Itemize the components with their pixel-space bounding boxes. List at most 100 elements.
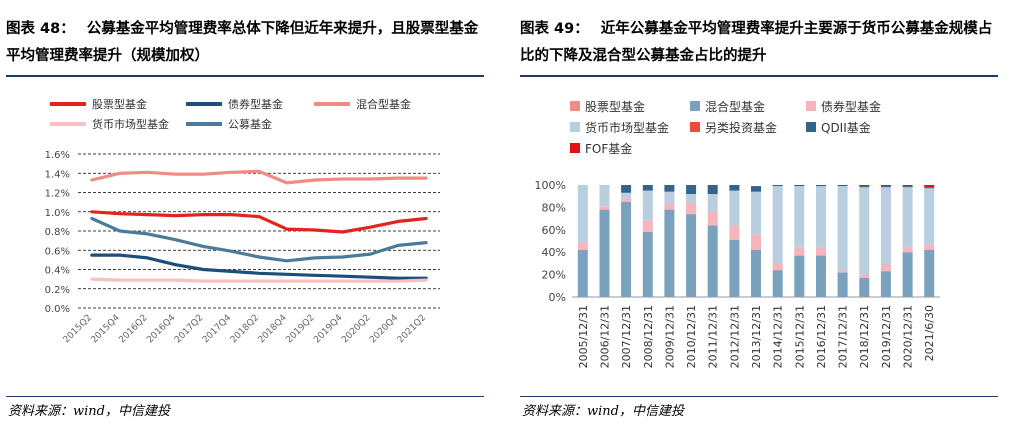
x-tick-label: 2016/12/31 <box>815 305 828 368</box>
bar-segment <box>902 252 913 297</box>
x-tick-label: 2019Q2 <box>284 313 316 345</box>
bar-segment <box>837 186 848 271</box>
x-tick-label: 2021Q2 <box>396 313 428 345</box>
right-figure-number: 图表 49： <box>520 21 589 37</box>
bar-segment <box>859 187 870 275</box>
x-tick-label: 2015Q2 <box>62 313 94 345</box>
series-line-0 <box>90 210 428 234</box>
legend-label-3: 货币市场型基金 <box>585 120 669 135</box>
bar-segment <box>707 211 718 226</box>
legend-label-2: 混合型基金 <box>356 97 411 111</box>
bar-segment <box>621 185 632 193</box>
bar-segment <box>772 186 783 264</box>
right-top-divider <box>520 75 998 77</box>
bar-segment <box>686 214 697 297</box>
legend-label-4: 另类投资基金 <box>705 120 777 135</box>
x-tick-label: 2019Q4 <box>312 313 345 346</box>
x-tick-label: 2015Q4 <box>90 313 123 346</box>
series-line-4 <box>90 216 428 263</box>
y-tick-label: 0.8% <box>45 227 70 238</box>
legend-swatch-4 <box>690 122 700 132</box>
x-tick-label: 2005/12/31 <box>577 305 590 368</box>
y-tick-label: 40% <box>542 246 566 259</box>
bar-segment <box>599 206 610 210</box>
y-tick-label: 60% <box>542 224 566 237</box>
series-line-1 <box>90 253 428 280</box>
y-tick-label: 1.6% <box>45 150 70 161</box>
legend-swatch-5 <box>806 122 816 132</box>
bar-segment <box>642 190 653 221</box>
left-figure-panel: 图表 48： 公募基金平均管理费率总体下降但近年来提升，且股票型基金平均管理费率提… <box>0 0 490 437</box>
bar-segment <box>599 185 610 207</box>
x-tick-label: 2018Q2 <box>229 313 261 345</box>
bar-segment <box>837 185 848 187</box>
bar-segment <box>664 209 675 297</box>
bar-segment <box>621 201 632 297</box>
bar-segment <box>880 264 891 272</box>
right-figure-title: 图表 49： 近年公募基金平均管理费率提升主要源于货币公募基金规模占比的下降及混合… <box>520 16 1000 70</box>
x-tick-label: 2016Q4 <box>145 313 178 346</box>
legend-label-0: 股票型基金 <box>92 97 147 111</box>
legend-label-3: 货币市场型基金 <box>92 117 169 131</box>
y-tick-label: 0% <box>549 291 566 304</box>
legend-label-0: 股票型基金 <box>585 99 645 114</box>
bar-segment <box>621 198 632 202</box>
legend-label-2: 债券型基金 <box>821 99 881 114</box>
bar-segment <box>751 250 761 297</box>
left-figure-caption: 公募基金平均管理费率总体下降但近年来提升，且股票型基金平均管理费率提升（规模加权… <box>6 21 479 64</box>
left-figure-title: 图表 48： 公募基金平均管理费率总体下降但近年来提升，且股票型基金平均管理费率提… <box>6 16 486 70</box>
bar-segment <box>729 225 740 240</box>
bar-segment <box>577 185 588 243</box>
legend-swatch-2 <box>806 101 816 111</box>
bar-segment <box>621 192 632 199</box>
bar-segment <box>707 225 718 297</box>
bar-segment <box>924 185 935 188</box>
bar-segment <box>794 186 805 248</box>
bar-segment <box>686 194 697 203</box>
bar-segment <box>772 185 783 187</box>
x-tick-label: 2017Q4 <box>201 313 234 346</box>
x-tick-label: 2018Q4 <box>257 313 290 346</box>
bar-segment <box>837 272 848 297</box>
x-tick-label: 2006/12/31 <box>598 305 611 368</box>
series-line-2 <box>90 169 428 185</box>
x-tick-label: 2008/12/31 <box>642 305 655 368</box>
x-tick-label: 2020Q4 <box>368 313 401 346</box>
left-top-divider <box>6 75 484 77</box>
bar-segment <box>772 270 783 297</box>
legend-swatch-3 <box>570 122 580 132</box>
bar-segment <box>816 247 826 256</box>
x-tick-label: 2019/12/31 <box>880 305 893 368</box>
legend-swatch-0 <box>570 101 580 111</box>
right-figure-panel: 图表 49： 近年公募基金平均管理费率提升主要源于货币公募基金规模占比的下降及混合… <box>514 0 1004 437</box>
bar-segment <box>816 255 826 297</box>
bar-segment <box>664 185 675 192</box>
y-tick-label: 0.4% <box>45 266 70 277</box>
x-tick-label: 2017/12/31 <box>837 305 850 368</box>
bar-segment <box>686 185 697 194</box>
bar-segment <box>577 250 588 297</box>
y-tick-label: 0.2% <box>45 285 70 296</box>
legend-swatch-1 <box>690 101 700 111</box>
bar-segment <box>880 186 891 188</box>
y-tick-label: 1.2% <box>45 189 70 200</box>
bar-segment <box>664 191 675 204</box>
bar-segment <box>729 190 740 226</box>
bar-segment <box>729 239 740 297</box>
bar-segment <box>794 255 805 297</box>
y-tick-label: 0.6% <box>45 246 70 257</box>
right-source-note: 资料来源：wind，中信建投 <box>522 404 684 419</box>
series-line-3 <box>90 277 428 283</box>
bar-segment <box>642 185 653 191</box>
bar-segment <box>880 271 891 297</box>
x-tick-label: 2021/6/30 <box>923 305 936 361</box>
bar-segment <box>924 244 935 250</box>
x-tick-label: 2020Q2 <box>340 313 372 345</box>
right-bottom-divider <box>520 396 998 397</box>
x-tick-label: 2011/12/31 <box>707 305 720 368</box>
bar-segment <box>902 185 913 187</box>
x-tick-label: 2014/12/31 <box>772 305 785 368</box>
legend-label-6: FOF基金 <box>585 141 632 156</box>
